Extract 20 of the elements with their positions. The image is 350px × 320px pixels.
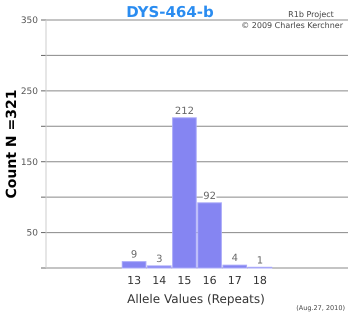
annotation: © 2009 Charles Kerchner xyxy=(241,21,344,30)
data-label: 1 xyxy=(256,255,264,266)
x-tick-label: 13 xyxy=(127,274,142,287)
x-tick-label: 17 xyxy=(228,274,242,287)
x-axis-title: Allele Values (Repeats) xyxy=(127,292,265,306)
y-tick-label: 50 xyxy=(26,228,38,239)
data-label: 212 xyxy=(174,106,194,117)
x-tick-label: 16 xyxy=(202,274,217,287)
y-tick-label: 150 xyxy=(20,158,38,168)
data-label: 3 xyxy=(156,254,162,265)
x-tick-label: 15 xyxy=(177,274,192,287)
text: R1b Project xyxy=(288,10,334,19)
data-label: 9 xyxy=(130,250,138,261)
data-label: 4 xyxy=(232,253,238,264)
chart-title: DYS-464-b xyxy=(126,3,214,21)
y-tick-label: 250 xyxy=(20,87,38,98)
x-tick-label: 14 xyxy=(152,274,166,287)
y-axis-title: Count N =321 xyxy=(4,90,20,198)
x-tick-label: 18 xyxy=(252,274,267,287)
y-tick-label: 350 xyxy=(20,16,38,26)
